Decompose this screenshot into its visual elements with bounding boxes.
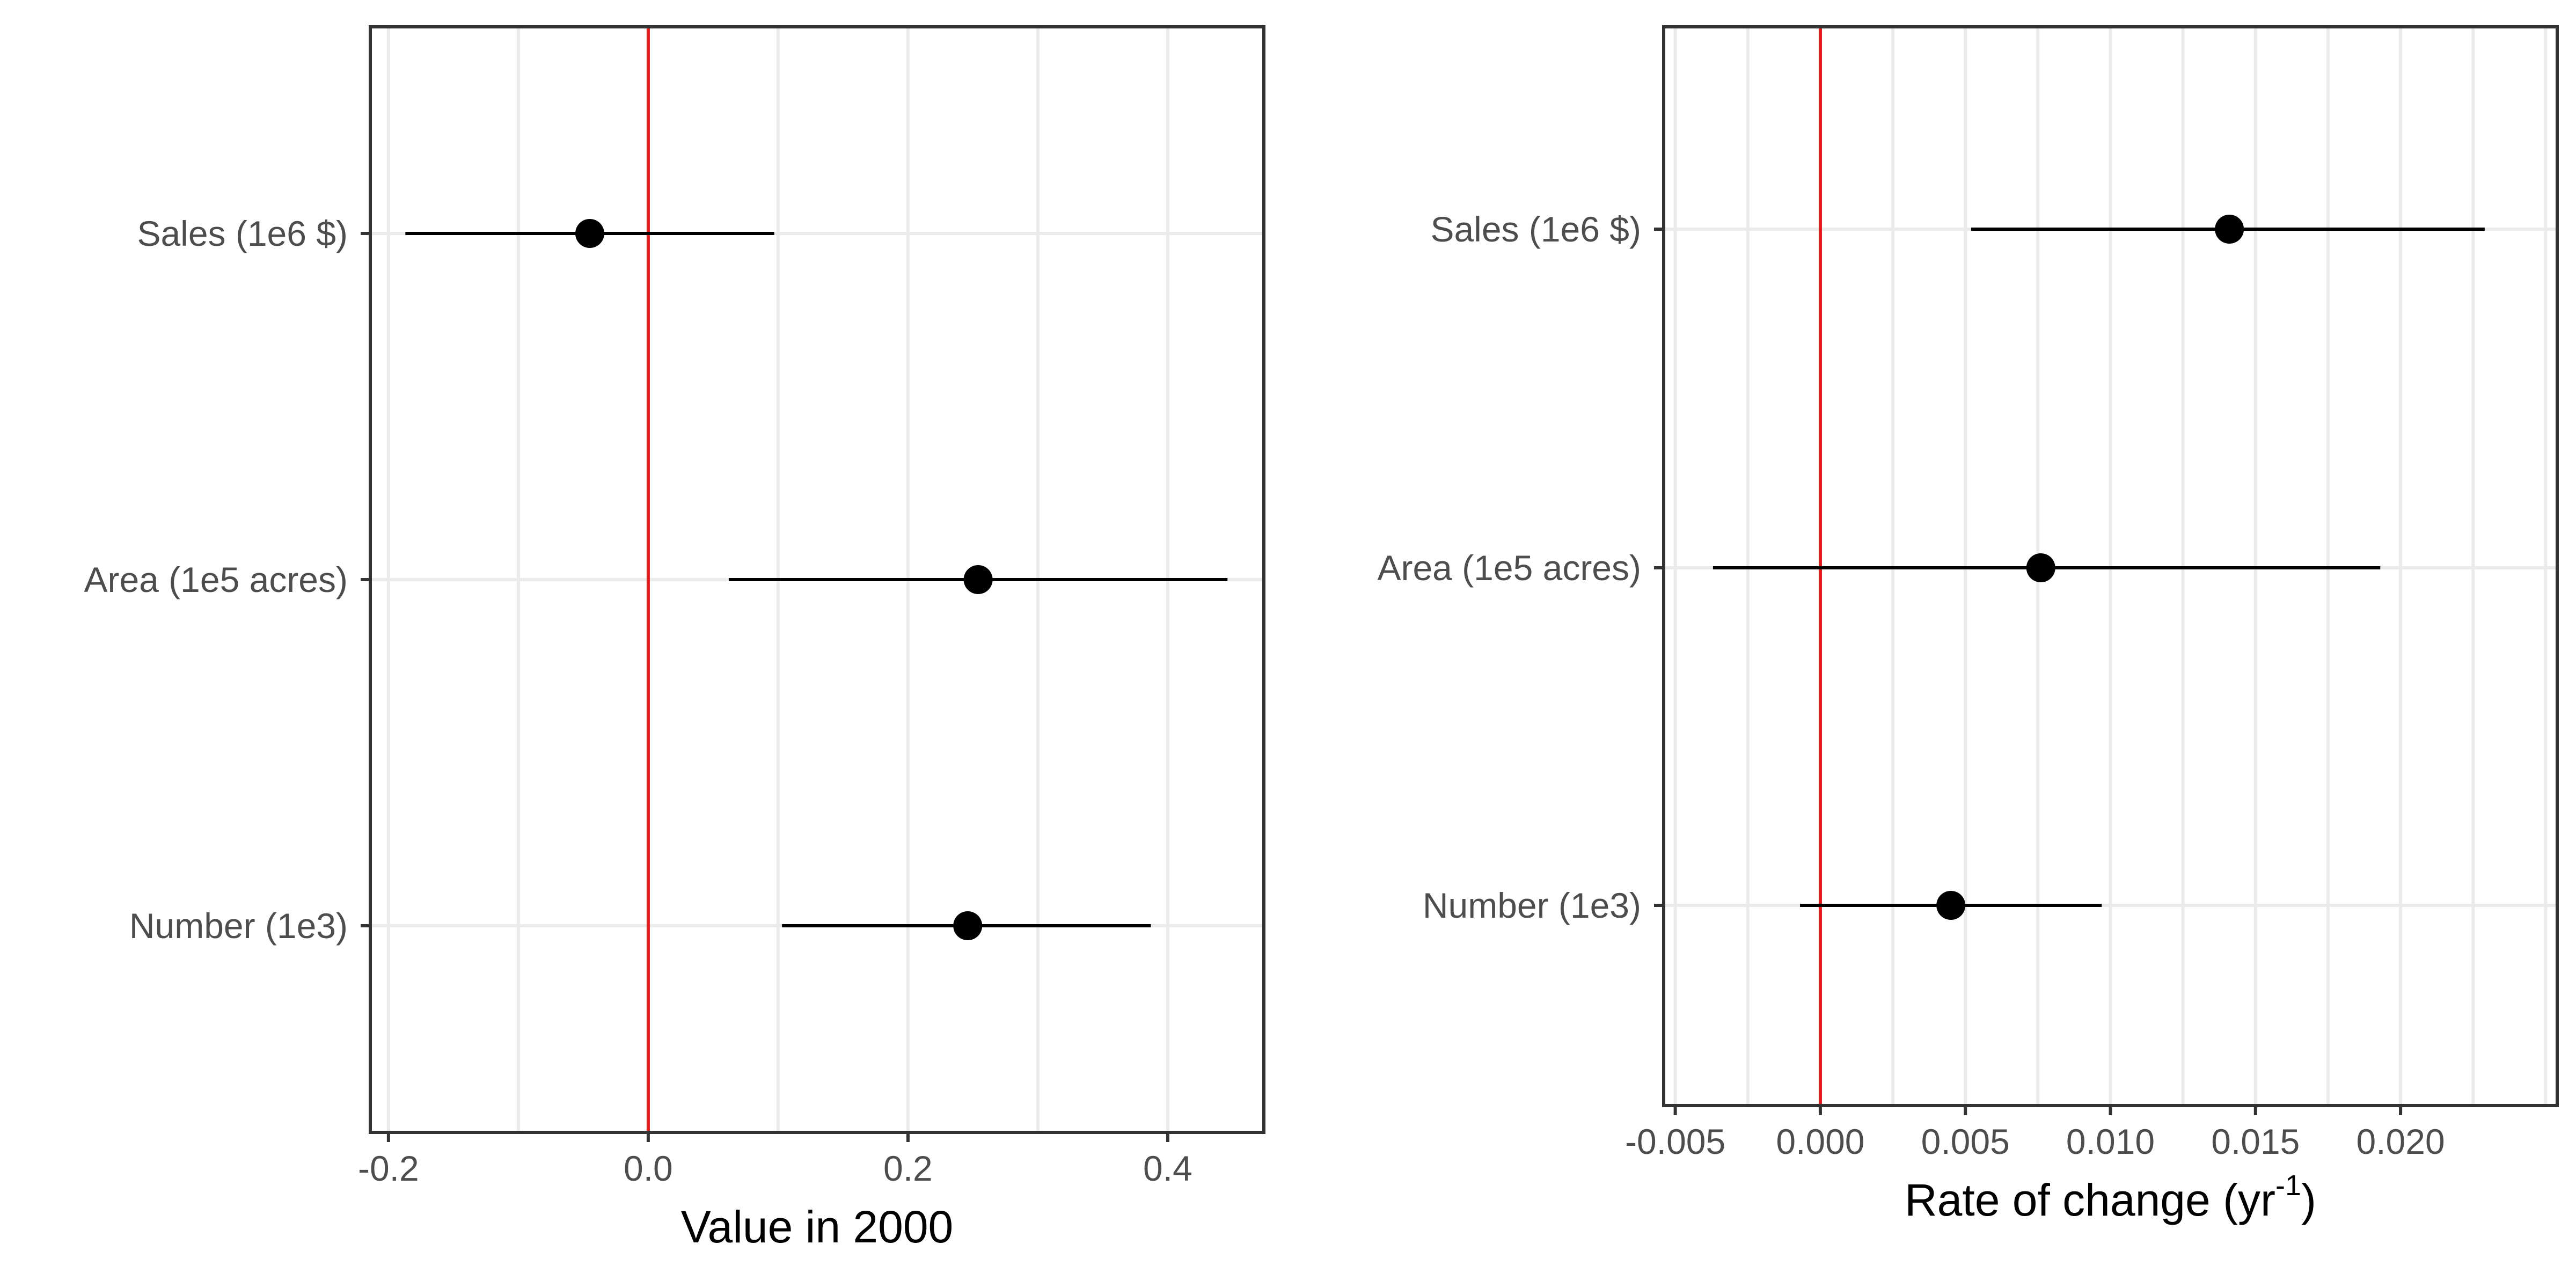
value-in-2000-panel: Sales (1e6 $) Area (1e5 acres) Number (1e3… — [84, 25, 1265, 1252]
estimate-point — [1936, 891, 1966, 920]
x-tick-label: 0.010 — [2066, 1122, 2155, 1161]
y-tick-label: Sales (1e6 $) — [137, 214, 348, 253]
y-tick-label: Number (1e3) — [1423, 885, 1641, 925]
y-tick-label: Area (1e5 acres) — [84, 560, 348, 599]
x-tick-label: -0.005 — [1625, 1122, 1725, 1161]
x-axis-title-superscript: -1 — [2275, 1169, 2301, 1202]
x-tick-label: 0.015 — [2211, 1122, 2300, 1161]
x-axis-title: Value in 2000 — [681, 1202, 954, 1252]
x-axis-title-text: Rate of change (yr — [1905, 1175, 2275, 1225]
estimate-point — [963, 565, 993, 594]
x-tick-label: 0.4 — [1143, 1148, 1192, 1188]
x-tick-label: 0.020 — [2356, 1122, 2445, 1161]
estimate-point — [2215, 215, 2244, 244]
x-tick-label: 0.000 — [1776, 1122, 1864, 1161]
estimate-point — [953, 911, 983, 940]
estimate-point — [575, 219, 604, 248]
y-tick-label: Number (1e3) — [129, 906, 348, 946]
y-tick-label: Sales (1e6 $) — [1430, 209, 1641, 249]
x-tick-label: -0.2 — [358, 1148, 419, 1188]
x-axis-title-text: Value in 2000 — [681, 1202, 954, 1252]
x-axis-title-suffix: ) — [2301, 1175, 2316, 1225]
x-tick-label: 0.005 — [1921, 1122, 2010, 1161]
y-tick-label: Area (1e5 acres) — [1377, 548, 1641, 588]
x-axis-title: Rate of change (yr-1) — [1905, 1169, 2316, 1225]
rate-of-change-panel: Sales (1e6 $) Area (1e5 acres) Number (1e3… — [1377, 25, 2559, 1225]
x-tick-label: 0.2 — [883, 1148, 933, 1188]
x-tick-label: 0.0 — [624, 1148, 673, 1188]
estimate-point — [2026, 553, 2055, 582]
